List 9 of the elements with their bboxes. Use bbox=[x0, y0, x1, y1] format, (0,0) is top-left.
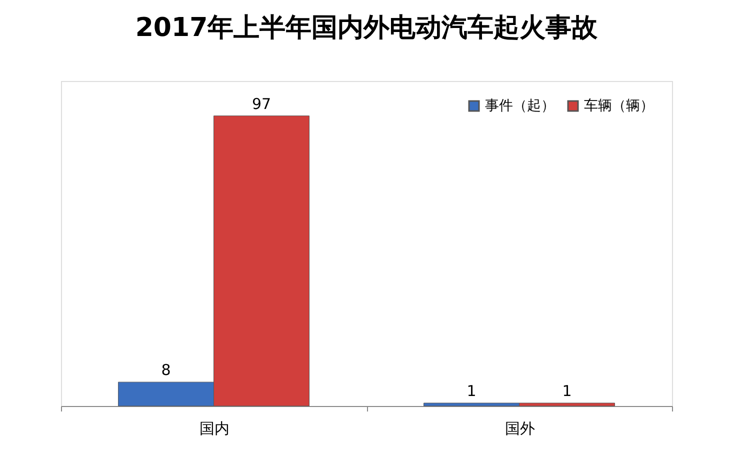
chart-title: 2017年上半年国内外电动汽车起火事故 bbox=[135, 13, 599, 43]
x-tick-label: 国外 bbox=[504, 420, 535, 438]
data-label: 97 bbox=[252, 94, 272, 113]
x-tick-label: 国内 bbox=[199, 420, 230, 438]
legend-label: 车辆（辆） bbox=[584, 98, 654, 114]
legend-label: 事件（起） bbox=[485, 98, 555, 114]
data-label: 1 bbox=[562, 382, 572, 400]
data-label: 1 bbox=[466, 382, 476, 400]
data-label: 8 bbox=[161, 361, 171, 380]
